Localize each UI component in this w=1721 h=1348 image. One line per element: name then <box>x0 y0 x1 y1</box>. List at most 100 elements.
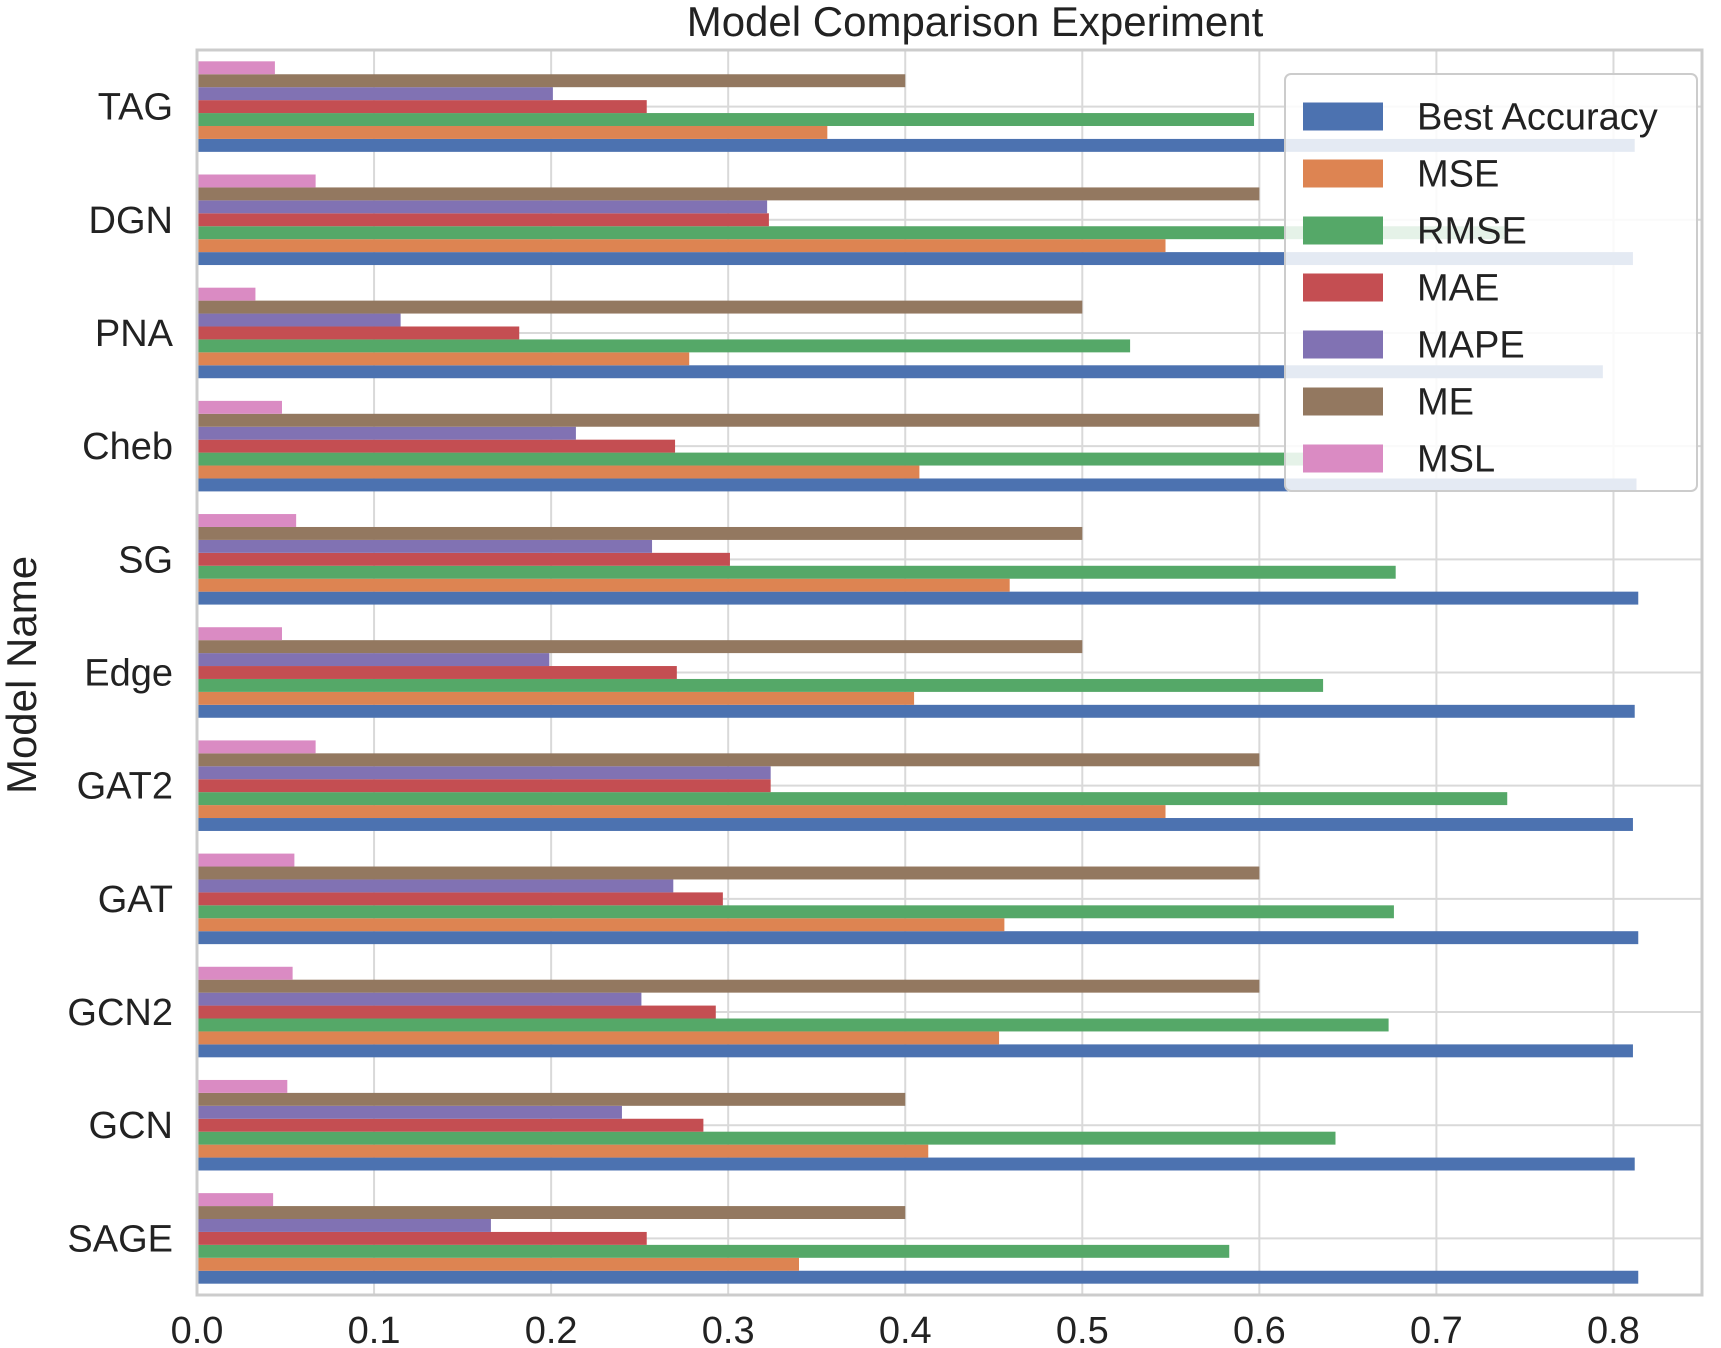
bar-mse <box>197 918 1005 932</box>
bar-mae <box>197 666 677 679</box>
y-tick-label: GAT <box>98 879 173 921</box>
bar-best-accuracy <box>197 931 1639 945</box>
bar-me <box>197 187 1260 201</box>
bar-best-accuracy <box>197 704 1635 718</box>
bar-me <box>197 74 906 88</box>
bar-mape <box>197 653 550 667</box>
bar-me <box>197 753 1260 767</box>
bar-mse <box>197 1257 799 1271</box>
plot-frame <box>195 48 1704 1297</box>
bar-me <box>197 979 1260 993</box>
legend-swatch <box>1303 216 1383 245</box>
bar-best-accuracy <box>197 1157 1635 1171</box>
x-tick-label: 0.8 <box>1587 1310 1640 1348</box>
x-tick-label: 0.6 <box>1233 1310 1286 1348</box>
bars <box>197 61 1639 1284</box>
bar-best-accuracy <box>197 252 1633 266</box>
x-tick-label: 0.2 <box>525 1310 578 1348</box>
x-tick-label: 0.1 <box>348 1310 401 1348</box>
x-tick-label: 0.5 <box>1056 1310 1109 1348</box>
legend-label: MSE <box>1417 154 1499 196</box>
bar-rmse <box>197 565 1396 579</box>
x-tick-label: 0.3 <box>702 1310 755 1348</box>
bar-rmse <box>197 339 1131 353</box>
bar-msl <box>197 400 282 414</box>
y-tick-label: GCN <box>89 1105 173 1147</box>
bar-mae <box>197 439 676 453</box>
y-tick-label: Cheb <box>82 426 173 468</box>
bar-mae <box>197 892 723 906</box>
legend-swatch <box>1303 102 1383 131</box>
bar-rmse <box>197 1244 1230 1258</box>
legend-label: ME <box>1417 382 1474 424</box>
bar-mae <box>197 779 771 793</box>
bar-msl <box>197 1193 274 1207</box>
y-tick-label: SAGE <box>67 1218 173 1260</box>
bar-mse <box>197 239 1166 253</box>
bar-msl <box>197 514 297 527</box>
bar-mape <box>197 879 674 893</box>
bar-msl <box>197 174 316 188</box>
bar-msl <box>197 61 275 75</box>
bar-mape <box>197 87 553 101</box>
bar-mae <box>197 552 730 566</box>
bar-mape <box>197 313 401 327</box>
bar-mape <box>197 200 768 214</box>
bar-rmse <box>197 113 1255 126</box>
bar-best-accuracy <box>197 1270 1639 1284</box>
y-tick-label: PNA <box>95 313 174 355</box>
bar-rmse <box>197 1018 1389 1032</box>
bar-msl <box>197 627 282 641</box>
bar-mape <box>197 766 771 780</box>
bar-msl <box>197 740 316 754</box>
bar-mse <box>197 1144 929 1158</box>
bar-mape <box>197 1105 622 1119</box>
bar-me <box>197 866 1260 880</box>
bar-msl <box>197 287 256 301</box>
bar-mape <box>197 539 653 553</box>
bar-msl <box>197 853 295 867</box>
bar-mae <box>197 1118 704 1132</box>
bar-best-accuracy <box>197 1044 1633 1058</box>
bar-me <box>197 300 1083 314</box>
bar-me <box>197 640 1083 654</box>
legend-swatch <box>1303 387 1383 416</box>
bar-best-accuracy <box>197 478 1637 492</box>
bar-msl <box>197 966 293 980</box>
bar-mse <box>197 805 1166 819</box>
y-tick-label: DGN <box>89 200 173 242</box>
bar-mape <box>197 992 642 1006</box>
legend-label: Best Accuracy <box>1417 97 1658 139</box>
x-tick-label: 0.7 <box>1410 1310 1463 1348</box>
x-tick-label: 0.0 <box>171 1310 224 1348</box>
bar-mse <box>197 125 828 139</box>
bar-mape <box>197 1219 491 1232</box>
bar-mse <box>197 691 915 705</box>
y-tick-label: GAT2 <box>77 766 173 808</box>
bar-mse <box>197 1031 1000 1045</box>
bar-mse <box>197 578 1010 592</box>
bar-mae <box>197 1231 647 1245</box>
y-axis-label: Model Name <box>0 556 45 794</box>
bar-mae <box>197 213 769 227</box>
bar-mse <box>197 352 690 366</box>
bar-rmse <box>197 226 1506 240</box>
bar-rmse <box>197 792 1508 806</box>
bar-best-accuracy <box>197 138 1635 152</box>
bar-rmse <box>197 678 1324 692</box>
legend-label: RMSE <box>1417 211 1527 253</box>
y-tick-label: SG <box>118 539 173 581</box>
bar-rmse <box>197 452 1329 466</box>
bar-mse <box>197 465 920 479</box>
x-tick-label: 0.4 <box>879 1310 932 1348</box>
bar-msl <box>197 1079 288 1093</box>
bar-mae <box>197 100 647 114</box>
legend-swatch <box>1303 159 1383 188</box>
x-axis-ticks: 0.0 0.1 0.2 0.3 0.4 0.5 0.6 0.7 0.8 <box>171 1310 1640 1348</box>
bar-best-accuracy <box>197 818 1633 831</box>
legend-label: MSL <box>1417 439 1495 481</box>
legend-label: MAE <box>1417 268 1499 310</box>
bar-mae <box>197 1005 716 1019</box>
